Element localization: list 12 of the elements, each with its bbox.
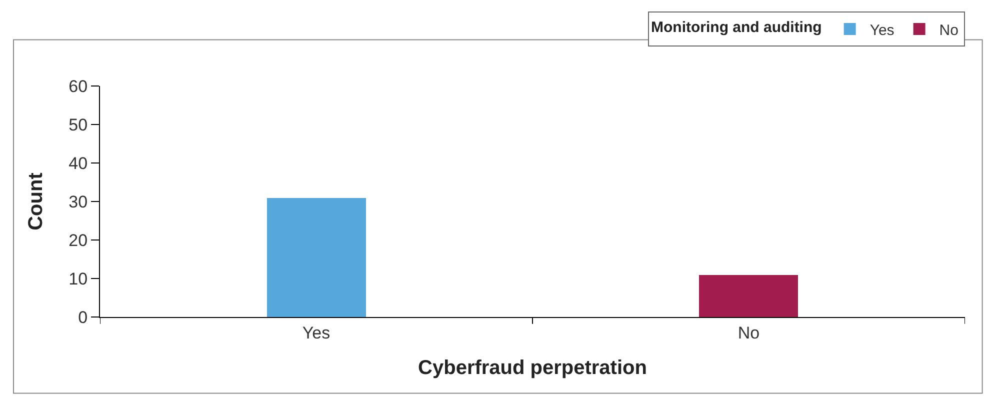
y-tick-label: 10 bbox=[68, 269, 88, 288]
y-tick-label: 60 bbox=[68, 76, 88, 96]
y-tick-label: 40 bbox=[68, 154, 88, 173]
x-axis-title: Cyberfraud perpetration bbox=[418, 356, 647, 379]
y-tick-label: 20 bbox=[68, 230, 88, 250]
legend-label: Yes bbox=[870, 22, 894, 39]
y-tick-label: 30 bbox=[68, 192, 88, 212]
legend-title: Monitoring and auditing bbox=[651, 19, 822, 36]
legend-label: No bbox=[939, 22, 958, 39]
y-tick-label: 50 bbox=[68, 115, 88, 134]
y-tick-label: 0 bbox=[78, 308, 88, 327]
y-axis-title: Count bbox=[25, 172, 48, 230]
